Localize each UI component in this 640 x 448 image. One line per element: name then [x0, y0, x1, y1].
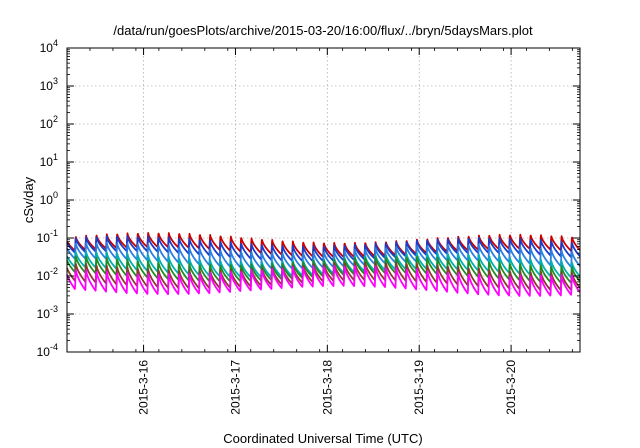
x-axis-label: Coordinated Universal Time (UTC): [223, 431, 422, 446]
y-tick-label: 10-3: [37, 304, 58, 321]
x-tick-label: 2015-3-16: [137, 360, 151, 415]
y-tick-label: 103: [40, 76, 58, 93]
y-tick-label: 102: [40, 114, 58, 131]
y-tick-label: 10-2: [37, 266, 58, 283]
x-tick-label: 2015-3-19: [412, 360, 426, 415]
chart-title: /data/run/goesPlots/archive/2015-03-20/1…: [113, 23, 533, 38]
x-tick-label: 2015-3-18: [320, 360, 334, 415]
y-tick-label: 10-4: [37, 342, 58, 359]
y-tick-label: 101: [40, 152, 58, 169]
y-axis-label: cSv/day: [21, 176, 36, 223]
x-tick-label: 2015-3-17: [228, 360, 242, 415]
series-group: [66, 231, 581, 297]
y-axis: 10-4 10-3 10-2 10-1 100 101 102 103 104: [37, 38, 580, 359]
y-tick-label: 104: [40, 38, 58, 55]
series-line: [66, 265, 581, 297]
x-axis: 2015-3-16 2015-3-17 2015-3-18 2015-3-19 2015…: [66, 48, 573, 415]
y-tick-label: 100: [40, 190, 58, 207]
y-tick-label: 10-1: [37, 228, 58, 245]
x-tick-label: 2015-3-20: [504, 360, 518, 415]
grid-lines: [67, 48, 580, 352]
